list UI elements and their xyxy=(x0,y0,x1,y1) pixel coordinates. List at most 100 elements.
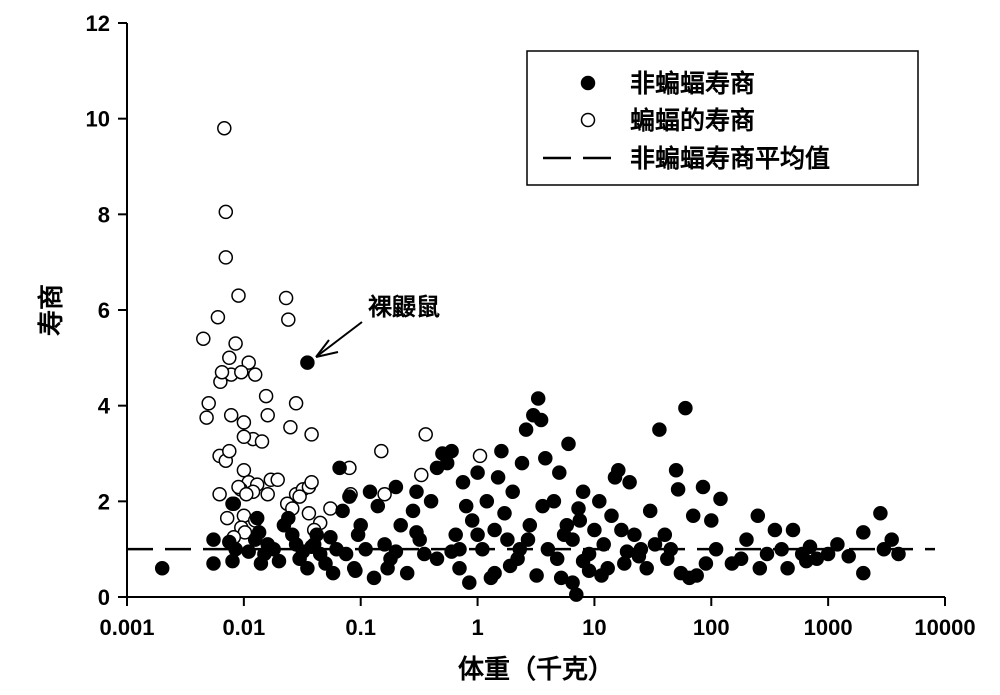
y-tick-label: 8 xyxy=(98,202,110,227)
nonbat-point xyxy=(559,518,575,533)
bat-point xyxy=(241,355,256,370)
nonbat-point xyxy=(571,501,586,516)
nonbat-point xyxy=(752,561,768,576)
nonbat-point xyxy=(622,474,637,490)
bat-point xyxy=(214,364,230,380)
nonbat-point xyxy=(470,527,485,543)
nonbat-point xyxy=(366,570,382,586)
nonbat-point xyxy=(502,558,518,574)
nonbat-point xyxy=(660,551,675,566)
legend-mean-label: 非蝙蝠寿商平均值 xyxy=(630,144,830,173)
bat-point xyxy=(418,427,433,442)
nonbat-point xyxy=(587,522,602,538)
y-tick-label: 12 xyxy=(86,11,110,36)
nonbat-point xyxy=(856,525,871,540)
bat-point xyxy=(201,396,216,411)
nonbat-point xyxy=(429,551,445,566)
bat-point xyxy=(472,448,488,464)
y-tick-label: 2 xyxy=(98,489,110,514)
legend-nonbat-label: 非蝙蝠寿商 xyxy=(630,69,755,98)
nonbat-point xyxy=(300,561,315,576)
x-tick-label: 1000 xyxy=(804,615,853,640)
bat-point xyxy=(414,467,429,483)
nonbat-point xyxy=(678,400,693,416)
nonbat-point xyxy=(225,553,240,569)
nonbat-point xyxy=(154,561,170,576)
nonbat-point xyxy=(780,561,795,576)
nonbat-point xyxy=(206,556,221,571)
bat-point xyxy=(260,486,275,502)
naked-mole-rat-point xyxy=(300,355,315,370)
bat-point xyxy=(239,486,254,502)
nonbat-point xyxy=(409,525,424,540)
legend-bat-marker xyxy=(580,112,596,128)
bat-point xyxy=(254,434,270,449)
bat-point xyxy=(247,367,263,382)
nonbat-point xyxy=(802,539,818,555)
nonbat-point xyxy=(575,484,591,500)
nonbat-point xyxy=(405,503,421,519)
nonbat-point xyxy=(393,518,408,533)
y-axis-label: 寿商 xyxy=(36,284,67,336)
nonbat-point xyxy=(750,508,766,523)
nonbat-point xyxy=(572,513,588,528)
nonbat-point xyxy=(417,546,432,562)
nonbat-point xyxy=(856,565,871,581)
nonbat-point xyxy=(884,532,899,547)
nonbat-point xyxy=(399,565,415,581)
nonbat-point xyxy=(594,568,609,583)
nonbat-point xyxy=(614,522,629,538)
bat-point xyxy=(258,388,274,404)
nonbat-point xyxy=(266,541,281,557)
nonbat-point xyxy=(225,496,240,511)
nonbat-point xyxy=(830,537,845,552)
nonbat-point xyxy=(487,565,502,581)
nonbat-point xyxy=(647,537,663,552)
bat-point xyxy=(212,486,227,502)
bat-point xyxy=(234,364,249,380)
bat-series xyxy=(196,120,488,545)
bat-point xyxy=(301,506,317,521)
nonbat-point xyxy=(388,479,404,495)
nonbat-point xyxy=(619,544,635,559)
nonbat-point xyxy=(552,465,567,480)
nonbat-point xyxy=(604,508,619,523)
nonbat-point xyxy=(470,465,485,480)
nonbat-point xyxy=(529,568,544,583)
nonbat-point xyxy=(522,518,538,533)
nonbat-point xyxy=(596,537,611,552)
nonbat-point xyxy=(487,522,502,538)
bat-point xyxy=(196,331,211,346)
bat-point xyxy=(222,350,237,366)
x-tick-label: 0.01 xyxy=(222,615,265,640)
nonbat-point xyxy=(455,474,471,490)
nonbat-point xyxy=(538,451,553,466)
y-tick-label: 4 xyxy=(98,394,111,419)
nonbat-point xyxy=(565,532,580,547)
nonbat-point xyxy=(251,525,267,540)
nonbat-point xyxy=(698,556,714,571)
nonbat-point xyxy=(409,484,424,500)
nonbat-point xyxy=(713,491,728,507)
nonbat-point xyxy=(631,549,647,564)
nonbat-point xyxy=(561,436,576,452)
nonbat-point xyxy=(617,556,632,571)
y-axis-ticks: 0 2 4 6 8 10 12 xyxy=(86,11,127,610)
nonbat-point xyxy=(348,563,363,578)
nonbat-point xyxy=(494,443,509,459)
nonbat-point xyxy=(448,527,463,543)
nonbat-point xyxy=(353,518,368,533)
bat-point xyxy=(219,510,235,526)
nonbat-point xyxy=(689,568,704,583)
nonbat-point xyxy=(370,498,386,514)
nonbat-point xyxy=(530,391,546,406)
nonbat-point xyxy=(444,443,459,459)
nonbat-point xyxy=(342,489,357,504)
nonbat-point xyxy=(652,422,667,437)
bat-point xyxy=(283,419,298,435)
nonbat-point xyxy=(332,460,347,476)
x-tick-label: 10000 xyxy=(914,615,975,640)
bat-point xyxy=(222,443,237,459)
nonbat-point xyxy=(739,532,754,547)
annotation-arrow-shaft xyxy=(315,321,363,358)
